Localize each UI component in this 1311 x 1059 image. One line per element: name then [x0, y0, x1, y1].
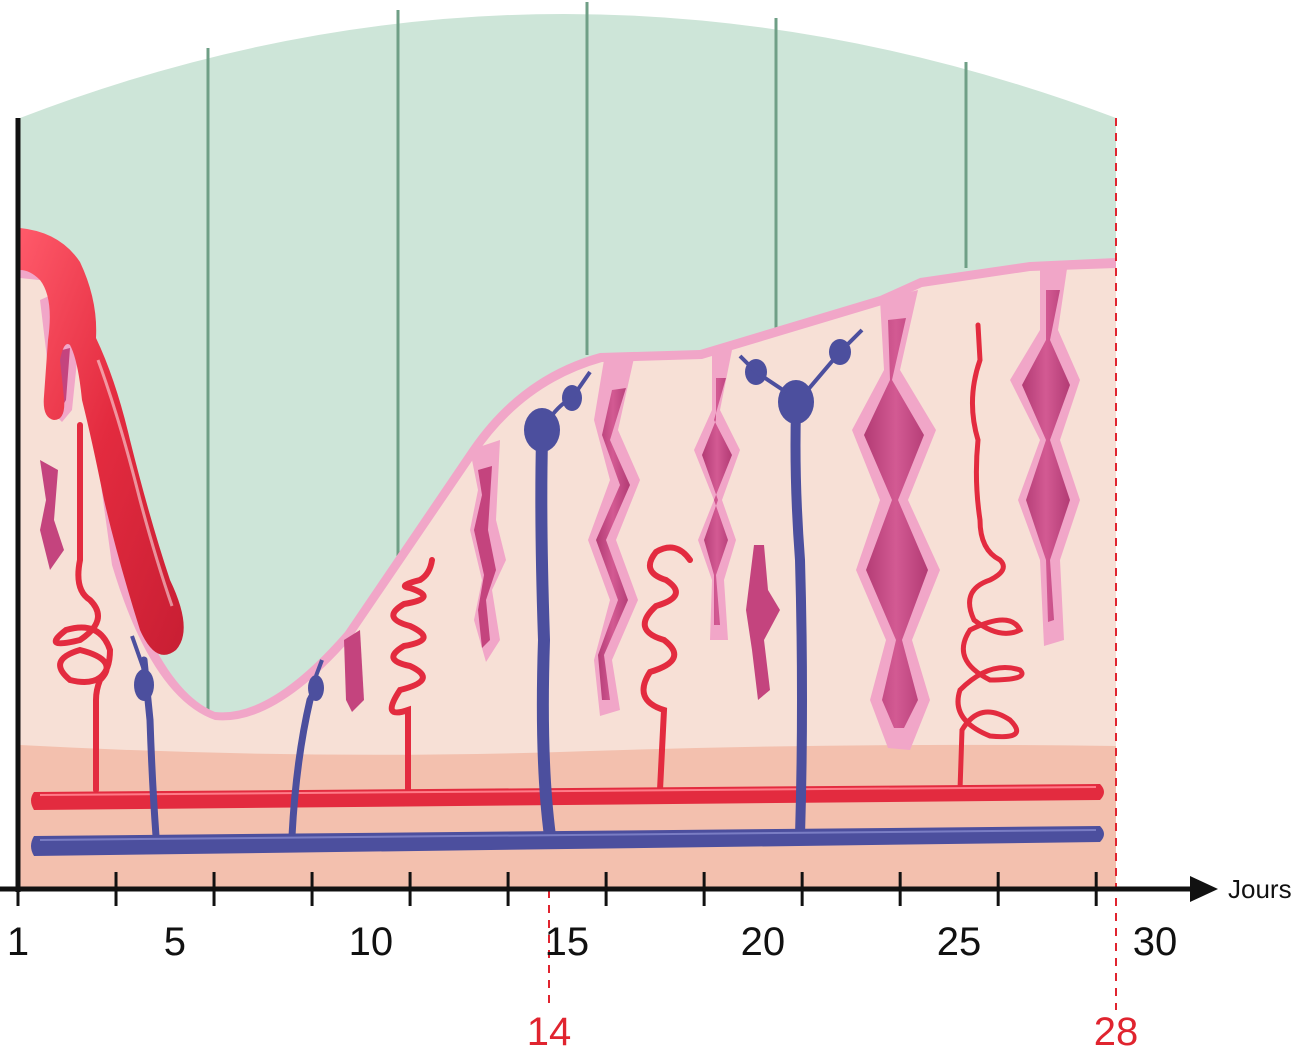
spiral-artery-day-17 — [640, 544, 693, 793]
vein-ending-day-14 — [524, 408, 560, 452]
vein-branch-day-20 — [790, 405, 807, 841]
x-axis-tick-label-1: 1 — [7, 920, 29, 964]
gland-day-15 — [588, 358, 640, 716]
endometrium-basal-layer — [20, 744, 1116, 890]
spiral-artery-day-10 — [388, 557, 435, 793]
stem-day-20-left — [738, 354, 788, 394]
blood-highlight — [96, 359, 174, 607]
gland-day-15-inner — [596, 388, 630, 700]
x-axis-tick-label-30: 30 — [1133, 920, 1178, 964]
vein-branch-day-14 — [535, 434, 556, 842]
day-markers — [548, 118, 1117, 1010]
marker-label-day-28: 28 — [1094, 1010, 1139, 1054]
stem-day-14 — [548, 370, 592, 420]
x-axis-tick-label-10: 10 — [349, 920, 394, 964]
gland-day-9 — [344, 630, 364, 712]
spiral-arteries — [52, 322, 1025, 793]
main-vein — [31, 826, 1104, 856]
spiral-artery-day-25 — [955, 322, 1025, 793]
gland-day-19 — [746, 545, 780, 700]
main-artery — [31, 784, 1104, 810]
x-axis-unit-label: Jours — [1228, 874, 1292, 904]
stem-day-20-right — [804, 328, 864, 394]
x-axis-arrowhead — [1190, 876, 1218, 902]
marker-labels: 14 28 — [527, 1010, 1139, 1054]
vein-ending-day-7 — [308, 675, 324, 701]
axes — [0, 118, 1200, 892]
x-axis-tick-label-20: 20 — [741, 920, 786, 964]
x-axis-tick-label-25: 25 — [937, 920, 982, 964]
x-axis-tick-labels: 1 5 10 15 20 25 30 — [7, 920, 1177, 964]
x-axis-ticks — [16, 872, 1098, 906]
stem-day-7 — [314, 659, 324, 677]
spiral-artery-day-2 — [52, 422, 114, 793]
x-axis-tick-label-5: 5 — [164, 920, 186, 964]
gland-day-1 — [40, 460, 64, 570]
gland-day-12-inner — [474, 466, 496, 648]
vein-ending-stems — [130, 328, 864, 677]
artery-highlight — [39, 786, 1097, 796]
vein-highlight — [39, 829, 1097, 841]
phase-dividers — [206, 2, 968, 710]
x-axis-tick-label-15: 15 — [545, 920, 590, 964]
menstrual-blood — [20, 228, 184, 655]
endometrium-functional-layer — [20, 268, 1116, 890]
gland-day-27-inner — [1022, 290, 1070, 622]
vein-ending-day-3 — [134, 669, 154, 701]
gland-day-18 — [694, 350, 740, 640]
gland-day-18-inner — [702, 378, 732, 625]
gland-day-23-inner — [864, 318, 928, 728]
marker-label-day-14: 14 — [527, 1010, 572, 1054]
stem-day-3 — [130, 635, 146, 671]
